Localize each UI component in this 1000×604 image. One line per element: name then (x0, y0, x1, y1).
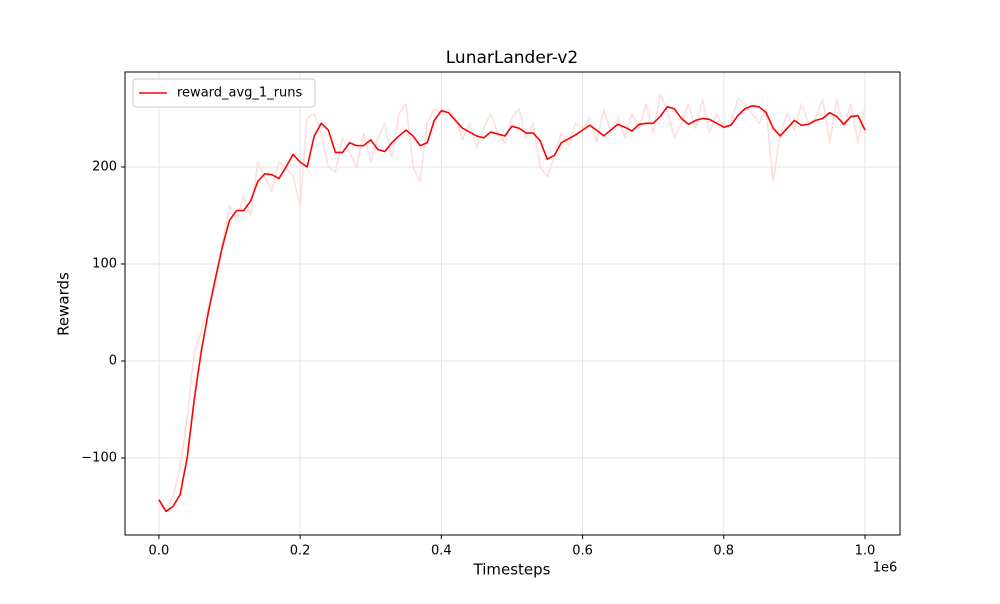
x-tick-label: 0.6 (572, 544, 593, 559)
axes-frame (124, 71, 901, 536)
chart-title: LunarLander-v2 (446, 48, 579, 68)
x-tick-label: 0.4 (431, 544, 452, 559)
x-offset-label: 1e6 (873, 561, 898, 576)
y-tick-label: −100 (81, 450, 117, 465)
x-tick-label: 1.0 (855, 544, 876, 559)
x-tick-label: 0.8 (713, 544, 734, 559)
y-axis-label: Rewards (55, 272, 73, 336)
y-tick-label: 100 (92, 256, 117, 271)
y-tick-label: 200 (92, 159, 117, 174)
legend-box (132, 78, 316, 108)
x-tick-label: 0.2 (290, 544, 311, 559)
series-line (158, 105, 866, 513)
legend-label: reward_avg_1_runs (177, 86, 303, 101)
x-axis-label: Timesteps (473, 561, 551, 579)
y-tick-label: 0 (109, 353, 117, 368)
x-tick-label: 0.0 (149, 544, 170, 559)
